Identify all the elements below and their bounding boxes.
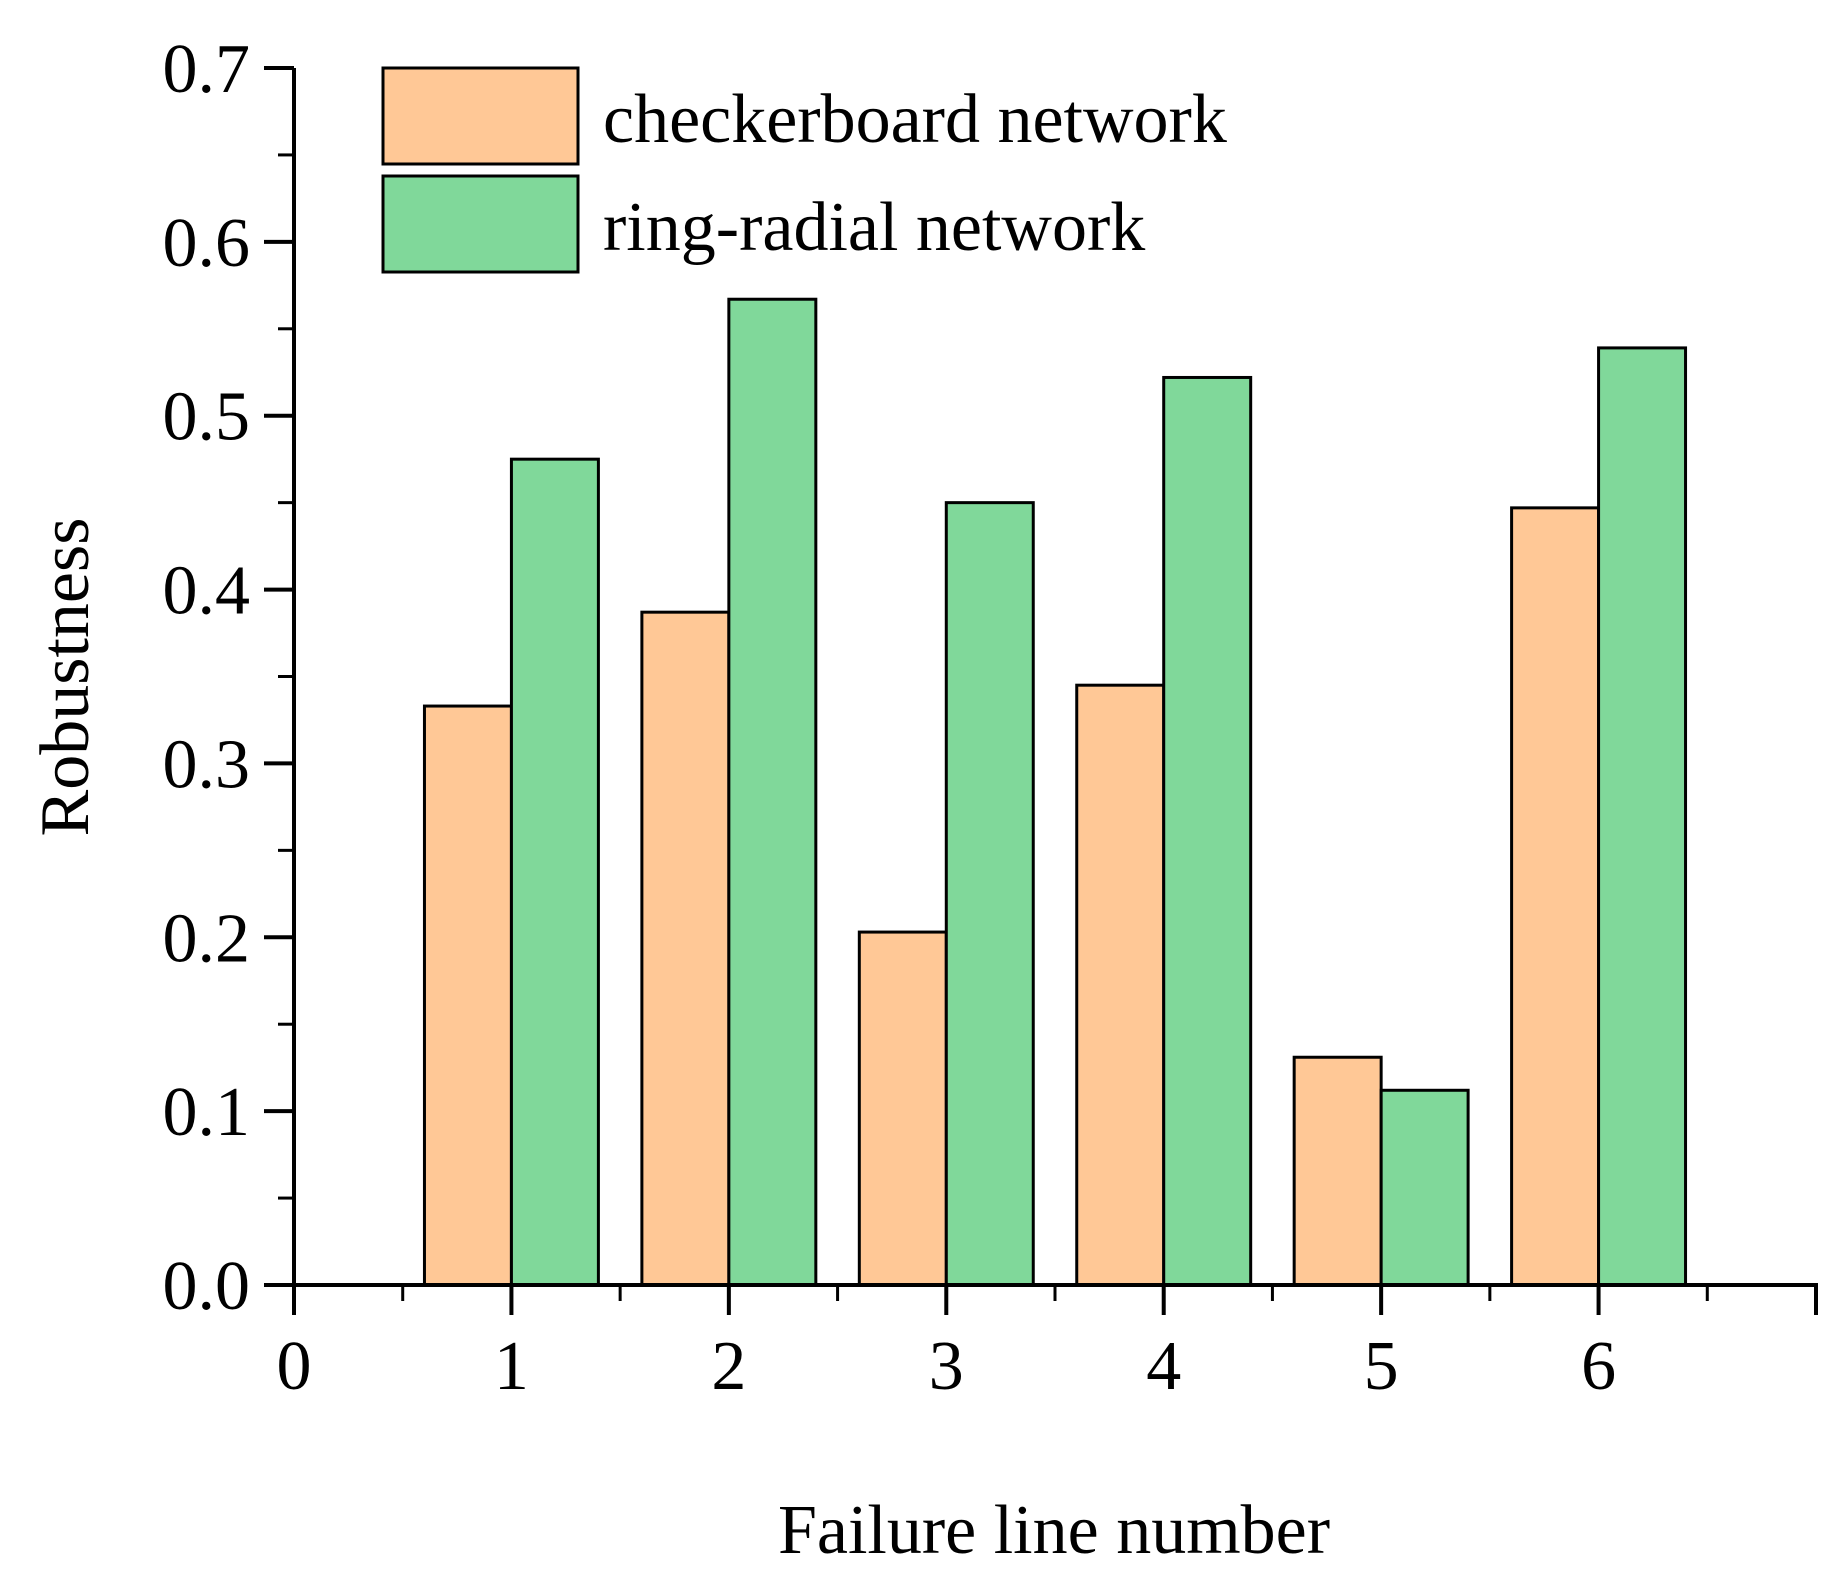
y-tick-label: 0.4	[163, 553, 251, 630]
x-axis-title: Failure line number	[778, 1492, 1330, 1569]
y-tick-label: 0.6	[163, 205, 251, 282]
bar-checkerboard-6	[1510, 506, 1601, 1287]
legend-label-checkerboard: checkerboard network	[603, 81, 1227, 158]
y-tick-label: 0.5	[163, 379, 251, 456]
x-tick-label: 4	[1146, 1328, 1181, 1405]
y-axis-title: Robustness	[27, 518, 104, 837]
bar-ring-radial-3	[944, 501, 1035, 1287]
x-tick-label: 2	[711, 1328, 746, 1405]
legend: checkerboard network ring-radial network	[381, 66, 1227, 274]
bar-checkerboard-1	[422, 704, 513, 1287]
legend-swatch-checkerboard	[381, 66, 580, 166]
y-tick-label: 0.0	[163, 1248, 251, 1325]
x-tick-label: 0	[277, 1328, 312, 1405]
x-tick-label: 1	[494, 1328, 529, 1405]
bar-ring-radial-4	[1162, 375, 1253, 1287]
bar-ring-radial-6	[1597, 346, 1688, 1287]
bar-ring-radial-5	[1379, 1088, 1470, 1287]
bar-checkerboard-2	[640, 610, 731, 1287]
y-tick-label: 0.7	[163, 31, 251, 108]
y-tick-label: 0.2	[163, 900, 251, 977]
x-tick-label: 6	[1581, 1328, 1616, 1405]
legend-label-ring-radial: ring-radial network	[603, 189, 1145, 266]
legend-swatch-ring-radial	[381, 174, 580, 274]
bar-checkerboard-4	[1075, 683, 1166, 1287]
bar-ring-radial-2	[727, 297, 818, 1287]
bars-layer	[422, 297, 1688, 1287]
y-tick-label: 0.3	[163, 726, 251, 803]
x-tick-label: 3	[929, 1328, 964, 1405]
x-ticks-layer: 0 1 2 3 4 5 6	[277, 1285, 1709, 1405]
bar-checkerboard-5	[1292, 1055, 1383, 1287]
bar-checkerboard-3	[857, 930, 948, 1287]
y-ticks-layer: 0.0 0.1 0.2 0.3 0.4 0.5 0.6 0.7	[163, 31, 294, 1325]
x-tick-label: 5	[1364, 1328, 1399, 1405]
y-tick-label: 0.1	[163, 1074, 251, 1151]
bar-ring-radial-1	[509, 457, 600, 1287]
